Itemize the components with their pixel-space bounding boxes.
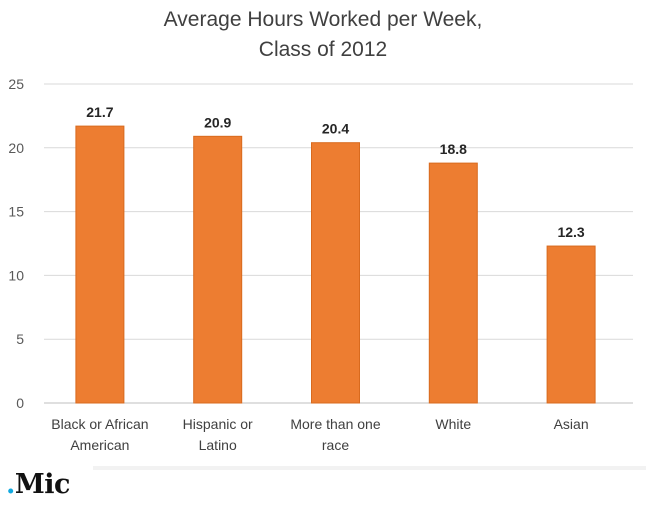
y-tick-label: 5: [16, 331, 24, 347]
bar: [311, 142, 360, 404]
x-axis-categories: Black or African American Hispanic or Latin…: [51, 416, 588, 453]
bar: [546, 245, 596, 404]
logo-dot: .: [6, 469, 15, 500]
category-label: White: [435, 416, 471, 432]
logo-text: Mic: [14, 469, 71, 500]
y-tick-label: 25: [8, 76, 24, 92]
data-label: 18.8: [440, 141, 467, 157]
footer-divider: [93, 466, 646, 470]
category-label: Black or African: [51, 416, 148, 432]
bar: [75, 125, 125, 404]
data-label: 20.4: [322, 121, 349, 137]
data-label: 21.7: [86, 104, 113, 120]
category-label: More than one: [290, 416, 380, 432]
category-label: American: [70, 437, 129, 453]
y-axis-ticks: 0 5 10 15 20 25: [8, 76, 24, 411]
category-label: Asian: [554, 416, 589, 432]
chart-title: Average Hours Worked per Week, Class of 2…: [164, 8, 483, 61]
bar: [428, 162, 478, 404]
data-label: 12.3: [557, 224, 584, 240]
bar-chart: Average Hours Worked per Week, Class of 2…: [8, 8, 633, 453]
chart-title-line: Class of 2012: [259, 38, 387, 61]
category-label: Hispanic or: [183, 416, 253, 432]
y-tick-label: 10: [8, 267, 24, 283]
category-label: race: [322, 437, 349, 453]
bars: [75, 125, 596, 404]
mic-logo: .Mic: [6, 469, 71, 500]
bar: [193, 135, 243, 404]
y-tick-label: 0: [16, 395, 24, 411]
data-label: 20.9: [204, 114, 231, 130]
data-labels: 21.7 20.9 20.4 18.8 12.3: [86, 104, 585, 240]
y-tick-label: 15: [8, 204, 24, 220]
chart-title-line: Average Hours Worked per Week,: [164, 8, 483, 31]
category-label: Latino: [199, 437, 237, 453]
y-tick-label: 20: [8, 140, 24, 156]
